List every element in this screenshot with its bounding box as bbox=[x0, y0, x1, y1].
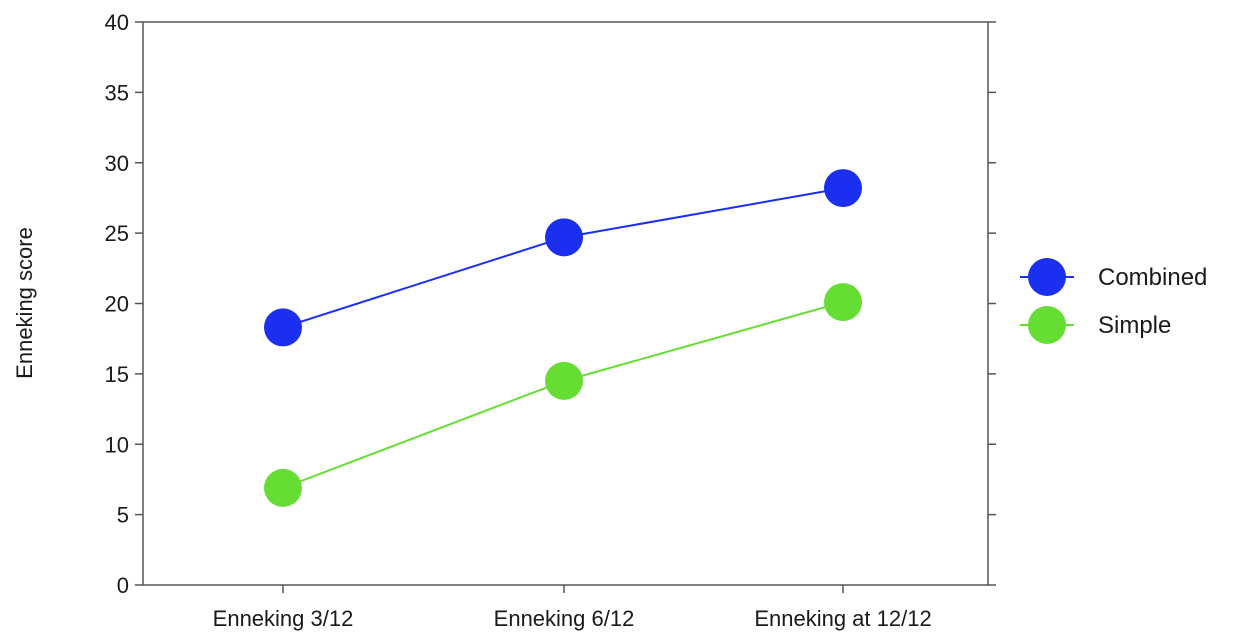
legend-marker-simple bbox=[1028, 306, 1066, 344]
y-axis-title: Enneking score bbox=[12, 227, 37, 379]
x-tick-label: Enneking 6/12 bbox=[494, 606, 635, 631]
series-points bbox=[264, 169, 862, 507]
y-tick-label: 5 bbox=[117, 503, 129, 528]
y-tick-label: 40 bbox=[105, 10, 129, 35]
y-tick-label: 0 bbox=[117, 573, 129, 598]
y-axis-tick-labels: 0 5 10 15 20 25 30 35 40 bbox=[105, 10, 129, 598]
y-tick-label: 30 bbox=[105, 151, 129, 176]
data-point-simple bbox=[824, 283, 862, 322]
data-point-simple bbox=[545, 361, 583, 400]
y-tick-label: 25 bbox=[105, 221, 129, 246]
y-tick-label: 35 bbox=[105, 80, 129, 105]
y-tick-label: 15 bbox=[105, 362, 129, 387]
series-line-combined bbox=[282, 187, 844, 329]
data-point-combined bbox=[545, 218, 583, 257]
x-tick-label: Enneking 3/12 bbox=[213, 606, 354, 631]
legend: Combined Simple bbox=[1020, 258, 1207, 344]
data-point-simple bbox=[264, 468, 302, 507]
x-axis-ticks bbox=[282, 585, 844, 593]
x-tick-label: Enneking at 12/12 bbox=[754, 606, 931, 631]
x-axis-tick-labels: Enneking 3/12 Enneking 6/12 Enneking at 12… bbox=[213, 606, 932, 631]
legend-label-simple: Simple bbox=[1098, 312, 1171, 339]
legend-label-combined: Combined bbox=[1098, 264, 1207, 291]
data-point-combined bbox=[824, 169, 862, 208]
y-axis-ticks bbox=[135, 21, 996, 586]
data-point-combined bbox=[264, 308, 302, 347]
legend-marker-combined bbox=[1028, 258, 1066, 296]
y-tick-label: 20 bbox=[105, 292, 129, 317]
y-tick-label: 10 bbox=[105, 432, 129, 457]
